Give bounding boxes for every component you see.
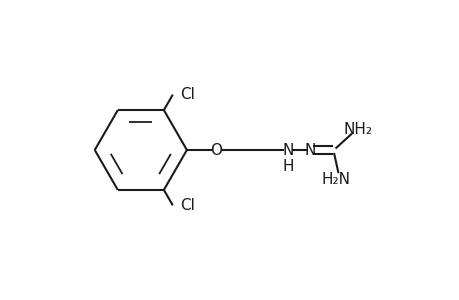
Text: Cl: Cl [180, 87, 195, 102]
Text: O: O [210, 142, 222, 158]
Text: NH₂: NH₂ [342, 122, 371, 137]
Text: Cl: Cl [180, 198, 195, 213]
Text: N: N [304, 142, 315, 158]
Text: H₂N: H₂N [320, 172, 349, 187]
Text: N: N [282, 142, 293, 158]
Text: H: H [281, 159, 293, 174]
